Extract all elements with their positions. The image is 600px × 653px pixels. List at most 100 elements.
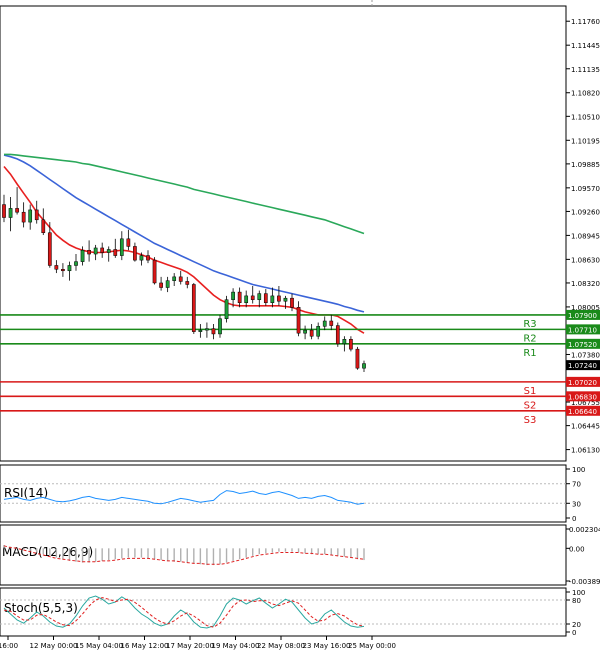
candle-body-down <box>191 284 196 332</box>
candle-body-up <box>342 339 347 345</box>
candle <box>263 289 268 306</box>
macd-histogram <box>3 544 365 566</box>
candle-body-up <box>362 363 366 369</box>
candle <box>283 295 288 309</box>
price-axis: 1.11760 1.11445 1.11135 1.10820 1.10510 1.101… <box>566 18 600 455</box>
candle <box>257 290 262 308</box>
level-name-r2: R2 <box>523 333 536 344</box>
candle <box>61 263 65 277</box>
candle-body-up <box>283 297 288 302</box>
price-tick-label: 1.08945 <box>571 232 600 240</box>
candle <box>67 261 72 281</box>
candle <box>139 252 144 266</box>
price-tick-label: 1.06755 <box>571 399 600 407</box>
macd-signal-polyline <box>3 545 365 565</box>
candle-body-up <box>205 328 209 331</box>
price-tick-label: 1.11760 <box>571 18 600 26</box>
level-price-label: 1.07710 <box>568 326 597 334</box>
candle-body-down <box>277 295 281 302</box>
time-tick-label: 25 May 00:00 <box>348 642 396 650</box>
current-price-label: 1.07240 <box>568 362 597 370</box>
time-tick-label: 12 May 00:00 <box>29 642 77 650</box>
candle-body-down <box>152 259 157 284</box>
candle <box>290 293 294 312</box>
time-tick-label: 22 May 08:00 <box>257 642 305 650</box>
rsi-axis: 100 70 30 0 <box>0 466 585 523</box>
candle <box>165 276 170 293</box>
candle <box>119 231 124 261</box>
macd-signal-line <box>3 545 365 565</box>
candle-body-down <box>34 209 39 221</box>
rsi-tick-label: 70 <box>572 481 581 489</box>
candle-body-down <box>61 269 65 272</box>
candle <box>15 187 19 215</box>
price-tick-label: 1.10820 <box>571 90 600 98</box>
candle-body-up <box>198 329 203 332</box>
candle-body-down <box>159 282 163 288</box>
rsi-label: RSI(14) <box>4 486 48 500</box>
candle-body-down <box>349 339 353 350</box>
time-tick-label: 17 May 20:00 <box>166 642 214 650</box>
candle-body-up <box>165 280 170 288</box>
candle <box>211 324 216 340</box>
candle <box>54 260 59 274</box>
candle <box>133 242 137 262</box>
level-name-s2: S2 <box>524 400 537 411</box>
candle-body-up <box>270 295 275 303</box>
candle-body-down <box>355 348 360 369</box>
candle <box>237 287 242 308</box>
level-price-label: 1.06830 <box>568 393 597 401</box>
candle <box>205 322 209 338</box>
candle <box>178 270 183 285</box>
macd-label: MACD(12,26,9) <box>2 545 93 559</box>
candle <box>80 246 85 266</box>
candle-body-up <box>67 265 72 272</box>
candle-body-down <box>15 208 19 213</box>
candle <box>322 316 327 331</box>
candle <box>172 273 177 286</box>
price-tick-label: 1.08320 <box>571 280 600 288</box>
candle <box>296 301 301 337</box>
price-tick-label: 1.08005 <box>571 304 600 312</box>
time-tick-label: 23 May 16:00 <box>302 642 350 650</box>
candle <box>218 314 222 338</box>
stoch-tick-label: 80 <box>572 597 581 605</box>
price-tick-label: 1.06445 <box>571 423 600 431</box>
candle-body-down <box>178 276 183 282</box>
level-price-box <box>566 391 600 402</box>
rsi-polyline <box>3 490 365 505</box>
level-price-box <box>566 324 600 335</box>
current-price-marker: 1.07240 <box>566 360 600 371</box>
price-panel: 1.11760 1.11445 1.11135 1.10820 1.10510 1.101… <box>0 0 600 462</box>
candle-body-up <box>224 299 229 319</box>
candle <box>21 202 26 228</box>
candle-body-down <box>296 307 301 334</box>
candle <box>277 286 281 306</box>
price-tick-label: 1.11135 <box>571 66 600 74</box>
candle-body-up <box>80 249 85 262</box>
candle-body-down <box>113 249 118 256</box>
level-price-box <box>566 405 600 416</box>
level-price-box <box>566 338 600 349</box>
candle <box>106 246 111 262</box>
macd-tick-label: 0.00 <box>569 545 585 553</box>
candle <box>47 222 52 268</box>
candle-body-up <box>8 208 13 218</box>
moving-average-line <box>4 153 365 235</box>
candle <box>28 204 33 230</box>
candle <box>8 196 13 232</box>
candle <box>74 254 78 271</box>
candle-body-up <box>93 247 98 255</box>
candle-body-down <box>54 265 59 270</box>
candle <box>362 360 366 372</box>
candle-body-up <box>244 295 249 303</box>
candle <box>309 324 314 340</box>
candle <box>2 194 6 223</box>
candle-body-down <box>250 295 255 300</box>
stoch-lines <box>3 595 365 629</box>
level-name-r3: R3 <box>523 319 536 330</box>
candle-body-up <box>218 318 222 335</box>
